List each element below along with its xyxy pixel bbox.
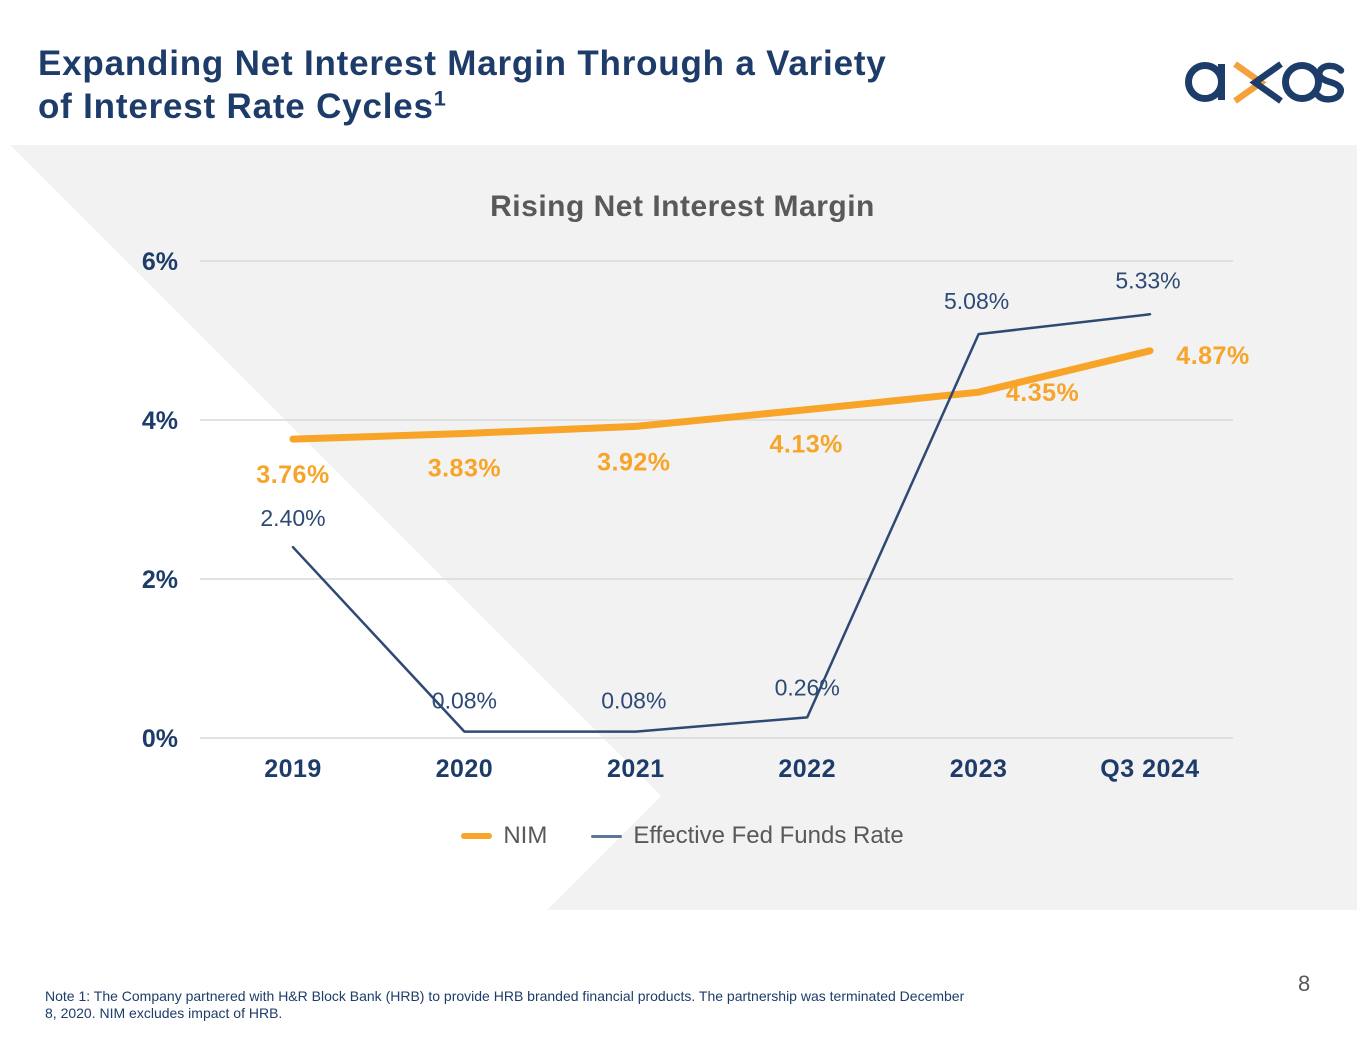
data-label: 2.40%: [260, 505, 325, 531]
x-axis-label: Q3 2024: [1100, 755, 1199, 783]
x-axis-label: 2020: [436, 755, 494, 783]
fed-funds-line-swatch: [591, 834, 623, 838]
logo-letter-a: [1185, 62, 1225, 102]
footnote: Note 1: The Company partnered with H&R B…: [45, 988, 964, 1022]
logo-letter-o: [1282, 62, 1322, 102]
x-axis-label: 2023: [950, 755, 1008, 783]
legend-item-nim: NIM: [461, 822, 547, 850]
footnote-marker: 1: [433, 85, 447, 111]
logo-letter-s: [1314, 62, 1345, 103]
x-axis-label: 2022: [778, 755, 836, 783]
legend-item-fed-funds: Effective Fed Funds Rate: [591, 822, 904, 850]
page-number: 8: [1298, 971, 1311, 996]
logo-x-navy-chevron: [1249, 61, 1283, 104]
data-label: 3.76%: [256, 461, 329, 489]
white-chevron-decoration: [10, 145, 661, 910]
nim-line-swatch: [461, 833, 493, 839]
legend-label-fed-funds: Effective Fed Funds Rate: [633, 822, 904, 849]
fed-funds-line: [291, 313, 1152, 733]
y-axis-label: 6%: [142, 248, 178, 276]
slide-title-line2: of Interest Rate Cycles: [38, 87, 434, 127]
data-label: 4.13%: [770, 431, 843, 459]
data-label: 5.33%: [1115, 267, 1180, 293]
x-axis-label: 2019: [264, 755, 322, 783]
slide-title-line1: Expanding Net Interest Margin Through a …: [38, 44, 887, 83]
y-axis-label: 0%: [142, 725, 178, 753]
legend-label-nim: NIM: [503, 822, 548, 849]
y-axis-label: 2%: [142, 566, 178, 594]
footnote-line1: Note 1: The Company partnered with H&R B…: [45, 988, 965, 1004]
x-axis-label: 2021: [607, 755, 665, 783]
slide-title: Expanding Net Interest Margin Through a …: [38, 42, 1048, 128]
y-axis-label: 4%: [142, 407, 178, 435]
nim-line: [289, 347, 1154, 443]
data-label: 4.87%: [1176, 342, 1249, 370]
chart-legend: NIM Effective Fed Funds Rate: [0, 822, 1365, 850]
data-label: 0.08%: [601, 688, 666, 714]
data-label: 3.92%: [597, 448, 670, 476]
chart-title: Rising Net Interest Margin: [490, 190, 875, 223]
axos-logo: [1185, 61, 1345, 104]
footnote-line2: 8, 2020. NIM excludes impact of HRB.: [45, 1004, 283, 1021]
nim-chart: 0% 2% 4% 6% 2019 2020 2021 2022 2023 Q3 2024 3.76%…: [10, 145, 1357, 910]
logo-x-orange-chevron: [1233, 61, 1267, 104]
data-label: 0.08%: [432, 688, 497, 714]
data-label: 5.08%: [944, 288, 1009, 314]
data-label: 3.83%: [428, 455, 501, 483]
data-label: 4.35%: [1006, 379, 1079, 407]
data-label: 0.26%: [775, 674, 840, 700]
